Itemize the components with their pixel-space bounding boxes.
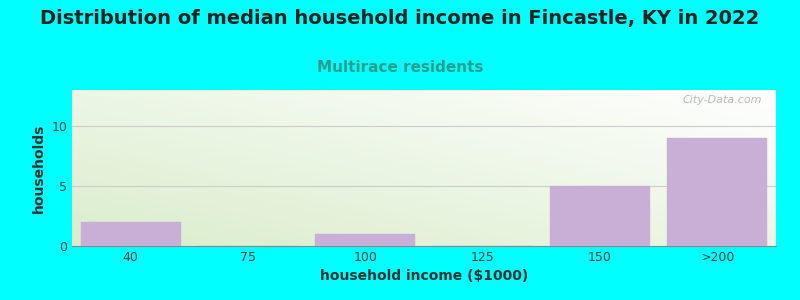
X-axis label: household income ($1000): household income ($1000) [320,269,528,284]
Y-axis label: households: households [32,123,46,213]
Bar [315,234,415,246]
Text: Distribution of median household income in Fincastle, KY in 2022: Distribution of median household income … [40,9,760,28]
Text: City-Data.com: City-Data.com [682,95,762,105]
Bar [550,186,650,246]
Bar [667,138,767,246]
Bar [81,222,181,246]
Text: Multirace residents: Multirace residents [317,60,483,75]
